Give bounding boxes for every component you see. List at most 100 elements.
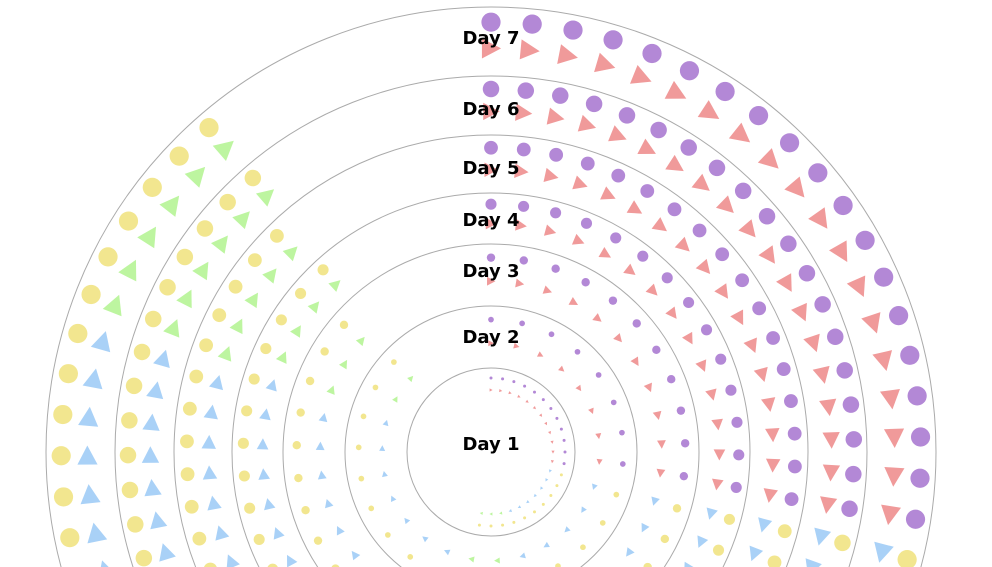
triangle-mark — [317, 470, 327, 480]
dot-mark — [855, 230, 875, 250]
triangle-mark — [697, 535, 709, 548]
dot-mark — [814, 296, 831, 313]
triangle-mark — [874, 541, 894, 563]
dot-mark — [518, 200, 530, 212]
triangle-mark — [275, 351, 287, 364]
dot-mark — [339, 320, 349, 330]
triangle-mark — [210, 235, 228, 254]
dot-mark — [679, 471, 689, 481]
dot-mark — [176, 248, 194, 266]
dot-mark — [555, 484, 559, 488]
triangle-mark — [336, 525, 345, 536]
dot-mark — [294, 473, 303, 483]
triangle-mark — [212, 140, 234, 161]
triangle-mark — [814, 527, 832, 546]
triangle-mark — [542, 285, 552, 294]
dot-mark — [731, 416, 743, 428]
triangle-mark — [255, 189, 275, 207]
triangle-mark — [499, 511, 503, 515]
dot-mark — [53, 404, 73, 425]
triangle-mark — [256, 438, 269, 450]
day-label: Day 4 — [462, 210, 519, 231]
triangle-mark — [141, 446, 160, 463]
dot-mark — [541, 502, 545, 506]
triangle-mark — [390, 495, 397, 503]
triangle-mark — [613, 333, 622, 343]
dot-mark — [559, 473, 563, 477]
dot-mark — [667, 202, 682, 217]
triangle-mark — [543, 167, 559, 183]
dot-mark — [391, 359, 397, 365]
dot-mark — [725, 384, 737, 396]
dot-mark — [643, 562, 652, 567]
triangle-mark — [137, 226, 157, 249]
triangle-mark — [543, 224, 557, 236]
day-label: Day 7 — [462, 28, 519, 49]
ring — [282, 243, 700, 567]
dot-mark — [548, 331, 555, 338]
triangle-mark — [282, 246, 298, 262]
dot-mark — [784, 394, 798, 408]
ring — [344, 305, 638, 567]
dot-mark — [125, 377, 143, 395]
triangle-mark — [404, 517, 411, 525]
dot-mark — [735, 273, 750, 288]
dot-mark — [715, 247, 730, 262]
triangle-mark — [588, 407, 594, 415]
triangle-mark — [595, 433, 602, 440]
dot-mark — [692, 223, 707, 238]
dot-mark — [552, 87, 569, 104]
dot-mark — [613, 491, 620, 498]
dot-mark — [734, 182, 752, 200]
dot-mark — [585, 95, 603, 113]
triangle-mark — [572, 175, 588, 190]
triangle-mark — [325, 498, 334, 509]
triangle-mark — [508, 391, 512, 395]
triangle-mark — [192, 261, 209, 281]
triangle-mark — [872, 350, 893, 372]
labels: Day 1 Day 2 Day 3 Day 4 Day 5 Day 6 Day 7 — [462, 28, 519, 455]
dot-mark — [267, 563, 278, 567]
triangle-mark — [422, 536, 429, 543]
triangle-mark — [657, 440, 666, 449]
dot-mark — [484, 140, 498, 155]
triangle-mark — [351, 550, 361, 561]
dot-mark — [595, 372, 602, 378]
dot-mark — [305, 376, 315, 386]
dot-mark — [907, 386, 927, 406]
triangle-mark — [577, 114, 597, 132]
dot-mark — [203, 562, 217, 567]
triangle-mark — [829, 240, 848, 263]
dot-mark — [580, 217, 593, 229]
dot-mark — [680, 139, 697, 156]
dot-mark — [905, 509, 926, 529]
triangle-mark — [217, 346, 232, 362]
triangle-mark — [82, 368, 103, 390]
dot-mark — [384, 532, 391, 538]
dot-mark — [889, 306, 909, 326]
dot-mark — [611, 168, 626, 183]
triangle-mark — [264, 498, 276, 511]
triangle-mark — [159, 543, 176, 562]
dot-mark — [608, 296, 618, 305]
triangle-mark — [265, 379, 277, 392]
dot-mark — [559, 427, 563, 431]
triangle-mark — [664, 80, 687, 99]
dot-mark — [477, 523, 481, 527]
dot-mark — [551, 264, 560, 273]
triangle-mark — [822, 464, 841, 482]
dot-mark — [133, 343, 151, 361]
day-label: Day 2 — [462, 327, 519, 348]
triangle-mark — [355, 336, 365, 347]
triangle-mark — [645, 283, 658, 296]
dot-mark — [512, 520, 516, 524]
dot-mark — [292, 441, 301, 450]
triangle-mark — [564, 526, 571, 533]
dot-mark — [512, 380, 516, 384]
triangle-mark — [765, 428, 780, 443]
triangle-mark — [118, 259, 137, 282]
dot-mark — [51, 446, 71, 466]
triangle-mark — [600, 186, 616, 200]
triangle-mark — [714, 283, 729, 299]
